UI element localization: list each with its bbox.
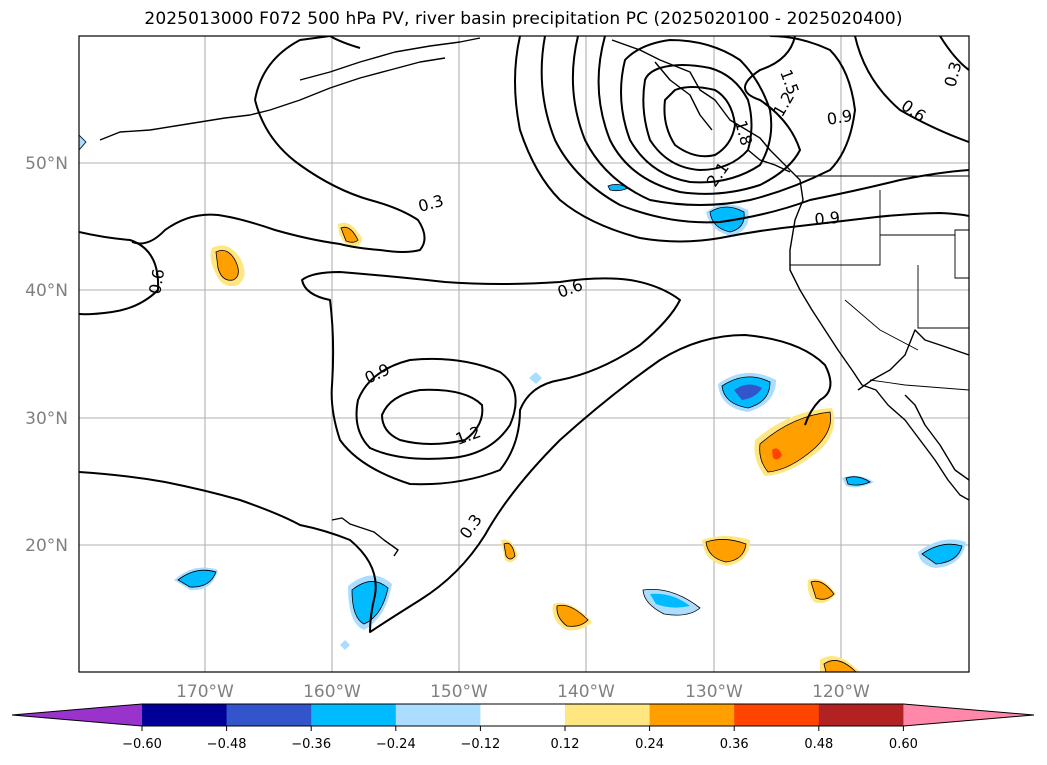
pv-contour-0.3-east — [514, 36, 969, 243]
contour-label: 0.9 — [825, 106, 853, 129]
precip-pos-patch — [215, 249, 239, 281]
map-frame — [78, 35, 970, 673]
pv-contour-0.6-west — [79, 231, 160, 316]
lat-label-20n: 20°N — [25, 536, 68, 556]
precip-neg-patch — [921, 543, 963, 565]
precip-pos-patch — [556, 604, 589, 627]
colorbar-tick-label: 0.36 — [720, 737, 749, 752]
precip-neg-patch — [529, 372, 542, 384]
pv-contour-0.3-mid — [131, 99, 426, 253]
colorbar-extend-left — [12, 704, 142, 726]
borders — [790, 175, 969, 391]
hawaii-islands — [331, 517, 399, 557]
colorbar-extend-right — [903, 704, 1034, 726]
colorbar-segment — [818, 704, 904, 726]
precip-pos-patch — [340, 226, 359, 243]
aleutian-coast — [99, 57, 446, 141]
map-content: 0.3 0.6 0.6 0.9 1.2 0.3 0.6 0.9 1.2 1.5 … — [79, 36, 969, 672]
us-mexico-border — [844, 299, 969, 391]
pv-contour-0.3-north — [254, 36, 331, 101]
lon-label-170w: 170°W — [176, 682, 234, 702]
lat-labels: 20°N 30°N 40°N 50°N — [25, 154, 68, 556]
pv-contour-0.6-mid — [301, 271, 681, 486]
vancouver-island — [747, 149, 791, 173]
pv-contour-1.8-gulf — [642, 64, 753, 171]
pv-contour-0.9 — [355, 357, 517, 460]
precip-pos-patch — [503, 542, 516, 560]
lat-label-50n: 50°N — [25, 154, 68, 174]
colorbar — [11, 703, 1035, 727]
colorbar-segment — [395, 704, 481, 726]
colorbar-tick-label: −0.24 — [376, 737, 416, 752]
colorbar-segment — [649, 704, 735, 726]
colorbar-tick-label: 0.12 — [551, 737, 580, 752]
map-title: 2025013000 F072 500 hPa PV, river basin … — [144, 9, 903, 29]
colorbar-segment — [480, 704, 566, 726]
us-state-borders — [790, 190, 969, 329]
colorbar-segment — [226, 704, 312, 726]
colorbar-segment — [565, 704, 651, 726]
lon-label-140w: 140°W — [557, 682, 615, 702]
contour-label: 0.9 — [814, 208, 841, 229]
pv-contour-0.6-top — [329, 36, 361, 49]
precip-neg-patch — [650, 593, 690, 608]
pv-contour-0.6-gulf — [540, 36, 969, 224]
precip-neg-patch — [177, 569, 217, 588]
pv-contour-0.3-south — [79, 334, 832, 633]
pv-contour-2.1-gulf — [663, 86, 736, 158]
pv-contour-1.2 — [381, 388, 484, 445]
alaska-panhandle-islands — [654, 61, 713, 131]
mexico-west-coast — [904, 394, 969, 481]
precip-pos-patch — [810, 580, 835, 600]
lon-label-160w: 160°W — [303, 682, 361, 702]
colorbar-tick-label: 0.60 — [889, 737, 918, 752]
precip-neg-patch — [79, 134, 87, 151]
precip-pos-patch — [772, 448, 782, 460]
pv-contour-0.6-ne — [854, 36, 969, 143]
pv-contour-0.3-ne — [939, 36, 969, 71]
precip-neg-patch — [351, 581, 389, 625]
precip-pos-patch — [705, 539, 747, 563]
colorbar-tick-label: −0.48 — [207, 737, 247, 752]
pv-contour-1.2-gulf — [597, 36, 801, 195]
colorbar-tick-label: −0.12 — [460, 737, 500, 752]
contour-label: 0.6 — [145, 267, 168, 295]
lon-labels: 170°W 160°W 150°W 140°W 130°W 120°W — [176, 682, 870, 702]
precip-neg-patch — [845, 476, 871, 486]
colorbar-tick-label: −0.60 — [122, 737, 162, 752]
colorbar-segment — [734, 704, 820, 726]
precip-pos-patch — [823, 660, 857, 672]
precip-neg-patch — [709, 206, 745, 233]
colorbar-ticks: −0.60 −0.48 −0.36 −0.24 −0.12 0.12 0.24 0.36 0.4… — [122, 726, 918, 752]
colorbar-segment — [142, 704, 228, 726]
lat-label-40n: 40°N — [25, 281, 68, 301]
north-america-coast — [611, 39, 969, 501]
precip-neg-patch — [734, 384, 762, 400]
lat-label-30n: 30°N — [25, 409, 68, 429]
colorbar-tick-label: 0.24 — [635, 737, 664, 752]
alaska-peninsula-coast — [299, 37, 481, 81]
gulf-of-california-coast — [857, 329, 969, 391]
coastlines — [99, 37, 969, 557]
pv-contour-0.9-gulf — [571, 36, 856, 206]
lon-label-130w: 130°W — [685, 682, 743, 702]
precip-shading — [79, 134, 966, 672]
precip-neg-patch — [340, 640, 350, 650]
pv-contours — [79, 36, 969, 633]
pv-contour-1.5-gulf — [620, 39, 773, 184]
lon-label-120w: 120°W — [812, 682, 870, 702]
colorbar-tick-label: 0.48 — [804, 737, 833, 752]
colorbar-segment — [311, 704, 397, 726]
colorbar-tick-label: −0.36 — [291, 737, 331, 752]
lon-label-150w: 150°W — [430, 682, 488, 702]
